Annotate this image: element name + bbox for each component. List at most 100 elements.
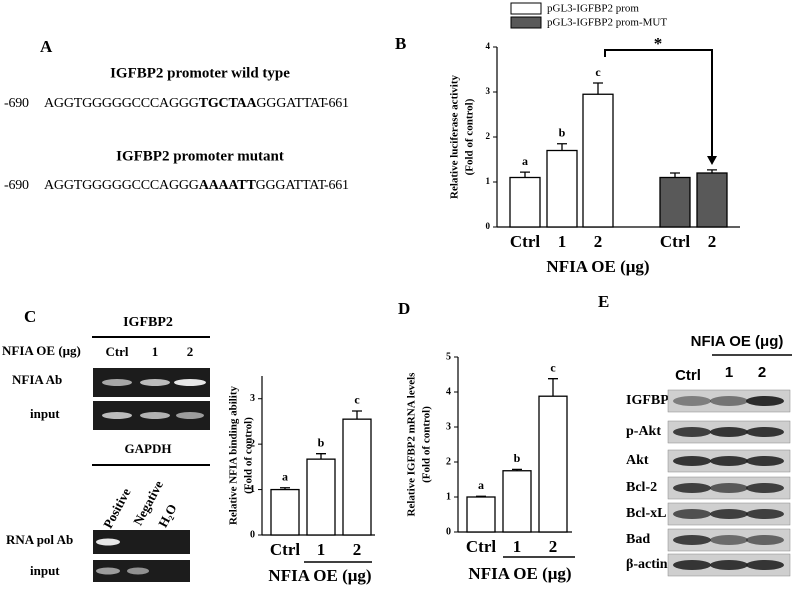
error-bar xyxy=(352,410,362,420)
sequence-part: GGGATTAT xyxy=(256,96,327,111)
x-tick-label: 2 xyxy=(594,232,603,251)
lane-label: H₂O xyxy=(155,501,180,529)
blot-band xyxy=(746,535,784,545)
blot-band xyxy=(673,456,711,466)
y-tick-label: 3 xyxy=(486,86,491,96)
gel-band xyxy=(102,379,132,386)
row-label: input xyxy=(30,563,60,578)
gel-band xyxy=(140,412,170,419)
bar xyxy=(509,176,541,228)
x-tick-label: Ctrl xyxy=(466,537,496,556)
blot-band xyxy=(746,456,784,466)
legend-label: pGL3-IGFBP2 prom-MUT xyxy=(547,17,667,29)
significance-letter: a xyxy=(478,478,484,492)
row-label: Bad xyxy=(626,532,650,547)
blot-band xyxy=(673,560,711,570)
y-axis-title: Relative luciferase activity xyxy=(449,75,461,200)
lane-label: 1 xyxy=(725,364,733,381)
row-label: p-Akt xyxy=(626,424,661,439)
gel-title: IGFBP2 xyxy=(123,315,173,330)
y-tick-label: 3 xyxy=(446,421,451,432)
x-tick-label: 1 xyxy=(317,540,326,559)
lane-label: 1 xyxy=(152,344,159,359)
blot-band xyxy=(710,509,748,519)
bar xyxy=(538,395,568,533)
row-label: RNA pol Ab xyxy=(6,532,73,547)
y-tick-label: 0 xyxy=(446,526,451,537)
blot-band xyxy=(746,560,784,570)
row-label: Bcl-2 xyxy=(626,480,657,495)
gel-band xyxy=(176,412,204,419)
blot-band xyxy=(746,483,784,493)
row-label: Akt xyxy=(626,453,649,468)
y-tick-label: 4 xyxy=(446,386,451,397)
gel-title: GAPDH xyxy=(125,441,172,456)
y-tick-label: 1 xyxy=(250,484,255,495)
y-tick-label: 0 xyxy=(486,221,491,231)
blot-band xyxy=(673,509,711,519)
y-tick-label: 1 xyxy=(486,176,491,186)
panel-label: D xyxy=(398,299,410,318)
lane-label: Positive xyxy=(100,485,134,530)
blot-band xyxy=(673,427,711,437)
y-tick-label: 4 xyxy=(486,41,491,51)
y-tick-label: 3 xyxy=(250,393,255,404)
position: -661 xyxy=(324,96,349,111)
sequence: AGGTGGGGGCCCAGGGAAAATTGGGATTAT xyxy=(44,178,327,193)
x-axis-title: NFIA OE (μg) xyxy=(546,257,649,276)
legend-swatch xyxy=(510,2,542,15)
significance-letter: b xyxy=(514,451,521,465)
bar xyxy=(342,418,372,536)
y-tick-label: 2 xyxy=(446,456,451,467)
bracket-arrow xyxy=(707,156,717,165)
lane-label: Ctrl xyxy=(105,344,128,359)
lane-label: Ctrl xyxy=(675,367,701,384)
error-bar xyxy=(520,171,530,178)
bar xyxy=(696,172,728,228)
mutated-site: AAAATT xyxy=(199,178,257,193)
gel-band xyxy=(96,538,120,546)
significance-letter: a xyxy=(522,154,528,168)
blot-band xyxy=(710,483,748,493)
bar xyxy=(466,496,496,533)
x-tick-label: 2 xyxy=(353,540,362,559)
row-label: input xyxy=(30,406,60,421)
error-bar xyxy=(316,453,326,460)
blot-band xyxy=(746,427,784,437)
blot-band xyxy=(746,509,784,519)
x-axis-title: NFIA OE (μg) xyxy=(468,564,571,583)
condition-label: NFIA OE (μg) xyxy=(691,333,784,350)
error-bar xyxy=(593,82,603,95)
blot-band xyxy=(710,560,748,570)
gel-band xyxy=(96,567,120,575)
sequence-part: AGGTGGGGGCCCAGGG xyxy=(44,96,199,111)
blot-band xyxy=(710,396,748,406)
row-label: NFIA Ab xyxy=(12,372,62,387)
significance-letter: b xyxy=(559,126,566,140)
error-bar xyxy=(557,143,567,151)
y-tick-label: 2 xyxy=(486,131,491,141)
sequence-part: AGGTGGGGGCCCAGGG xyxy=(44,178,199,193)
y-tick-label: 0 xyxy=(250,529,255,540)
gel-band xyxy=(102,412,132,419)
panel-label: A xyxy=(40,37,53,56)
x-tick-label: 2 xyxy=(708,232,717,251)
y-tick-label: 1 xyxy=(446,491,451,502)
y-axis-title: Relative IGFBP2 mRNA levels xyxy=(406,372,418,517)
bar xyxy=(659,176,691,228)
bar xyxy=(582,93,614,228)
significance-star: * xyxy=(654,34,663,53)
y-axis-title: (Fold of control) xyxy=(464,98,476,175)
y-tick-label: 5 xyxy=(446,351,451,362)
x-tick-label: Ctrl xyxy=(510,232,540,251)
y-axis-title: (Fold of control) xyxy=(243,417,255,494)
binding-site: TGCTAA xyxy=(199,96,258,111)
significance-letter: c xyxy=(595,65,601,79)
panel-label: C xyxy=(24,307,36,326)
blot-band xyxy=(710,456,748,466)
blot-band xyxy=(710,535,748,545)
significance-letter: a xyxy=(282,470,288,484)
x-tick-label: 1 xyxy=(558,232,567,251)
bar xyxy=(270,488,300,536)
x-tick-label: Ctrl xyxy=(270,540,300,559)
